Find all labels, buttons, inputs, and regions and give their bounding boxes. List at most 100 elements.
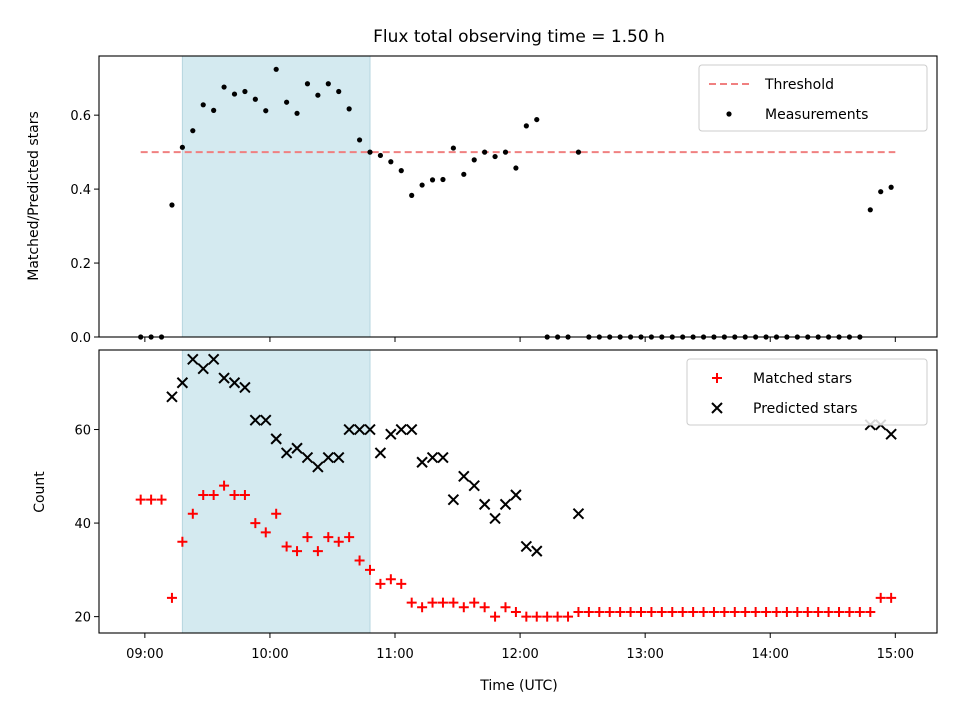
measurement-point bbox=[211, 107, 217, 113]
predicted-star-point bbox=[385, 428, 397, 440]
matched-star-point bbox=[219, 480, 230, 491]
measurement-point bbox=[304, 81, 311, 87]
matched-star-point bbox=[146, 494, 157, 505]
matched-star-point bbox=[333, 536, 344, 547]
matched-star-point bbox=[552, 611, 563, 622]
predicted-star-point bbox=[228, 377, 241, 389]
measurement-point bbox=[888, 184, 894, 190]
matched-star-point bbox=[646, 606, 657, 617]
measurement-point bbox=[419, 182, 425, 188]
x-tick-label: 11:00 bbox=[376, 647, 413, 662]
measurement-point bbox=[482, 149, 488, 155]
matched-star-point bbox=[635, 606, 646, 617]
predicted-star-point bbox=[197, 363, 209, 375]
measurement-point bbox=[492, 153, 498, 160]
matched-star-point bbox=[834, 606, 845, 617]
matched-star-point bbox=[688, 606, 699, 617]
matched-star-point bbox=[844, 606, 855, 617]
y-tick-label: 0.6 bbox=[70, 109, 91, 124]
matched-star-point bbox=[208, 490, 219, 501]
matched-star-point bbox=[156, 494, 167, 505]
y-tick-label: 0.4 bbox=[70, 183, 91, 198]
measurement-point bbox=[336, 88, 342, 95]
matched-star-point bbox=[656, 606, 667, 617]
count-panel-ylabel: Count bbox=[32, 471, 48, 513]
predicted-star-point bbox=[374, 447, 387, 459]
predicted-star-point bbox=[260, 414, 272, 426]
matched-star-point bbox=[667, 606, 678, 617]
predicted-star-point bbox=[458, 470, 470, 483]
ratio-panel-ylabel: Matched/Predicted stars bbox=[26, 111, 42, 281]
measurement-point bbox=[284, 99, 290, 105]
measurement-point bbox=[169, 202, 175, 208]
legend-predicted-handle bbox=[711, 402, 723, 414]
matched-star-point bbox=[604, 606, 615, 617]
chart-title: Flux total observing time = 1.50 h bbox=[373, 27, 665, 47]
x-tick-label: 14:00 bbox=[751, 647, 788, 662]
matched-star-point bbox=[312, 546, 323, 557]
measurement-point bbox=[346, 106, 352, 112]
matched-star-point bbox=[500, 602, 511, 613]
measurement-point bbox=[200, 102, 206, 108]
matched-star-point bbox=[542, 611, 553, 622]
matched-star-point bbox=[292, 546, 303, 557]
measurement-point bbox=[377, 152, 384, 159]
predicted-star-point bbox=[416, 456, 428, 468]
x-tick-label: 15:00 bbox=[877, 647, 914, 662]
matched-star-point bbox=[354, 555, 365, 566]
predicted-star-point bbox=[364, 423, 376, 436]
matched-star-point bbox=[396, 578, 407, 589]
predicted-star-point bbox=[405, 423, 418, 436]
matched-star-point bbox=[854, 606, 865, 617]
y-tick-label: 60 bbox=[74, 424, 91, 439]
matched-star-point bbox=[281, 541, 292, 552]
predicted-star-point bbox=[510, 489, 522, 501]
measurement-point bbox=[325, 81, 331, 87]
x-axis-label: Time (UTC) bbox=[479, 678, 557, 694]
matched-star-point bbox=[490, 611, 501, 622]
predicted-star-point bbox=[270, 433, 282, 445]
predicted-star-point bbox=[291, 442, 303, 454]
matched-star-point bbox=[865, 606, 876, 617]
measurement-point bbox=[575, 149, 582, 155]
measurement-point bbox=[263, 108, 269, 114]
matched-star-point bbox=[761, 606, 772, 617]
matched-star-point bbox=[448, 597, 459, 608]
matched-star-point bbox=[573, 606, 584, 617]
legend-label: Matched stars bbox=[753, 371, 852, 387]
predicted-star-point bbox=[520, 540, 533, 553]
measurement-point bbox=[409, 192, 415, 198]
matched-star-point bbox=[229, 490, 240, 501]
matched-star-point bbox=[750, 606, 761, 617]
measurement-point bbox=[878, 189, 884, 195]
predicted-star-point bbox=[166, 391, 178, 403]
matched-star-point bbox=[271, 508, 282, 519]
matched-star-point bbox=[521, 611, 532, 622]
matched-star-point bbox=[677, 606, 688, 617]
matched-star-point bbox=[135, 494, 146, 505]
measurement-point bbox=[367, 149, 373, 155]
y-tick-label: 20 bbox=[74, 611, 91, 626]
predicted-star-point bbox=[489, 512, 501, 525]
measurement-point bbox=[273, 66, 279, 72]
axes-frame bbox=[98, 349, 938, 634]
matched-star-point bbox=[177, 536, 188, 547]
matched-star-point bbox=[719, 606, 730, 617]
shaded-interval bbox=[181, 349, 371, 634]
matched-star-point bbox=[531, 611, 542, 622]
axes-frame bbox=[98, 55, 938, 338]
predicted-star-point bbox=[572, 508, 585, 520]
predicted-star-point bbox=[343, 423, 355, 436]
measurement-point bbox=[523, 123, 529, 129]
measurement-point bbox=[356, 137, 363, 143]
predicted-star-point bbox=[207, 353, 220, 366]
matched-star-point bbox=[813, 606, 824, 617]
predicted-star-point bbox=[478, 498, 491, 511]
measurement-point bbox=[231, 91, 238, 97]
legend-measurement-handle bbox=[726, 111, 732, 117]
measurement-point bbox=[294, 110, 300, 116]
measurement-point bbox=[440, 176, 446, 183]
measurement-point bbox=[429, 177, 436, 183]
legend-box bbox=[698, 64, 928, 132]
